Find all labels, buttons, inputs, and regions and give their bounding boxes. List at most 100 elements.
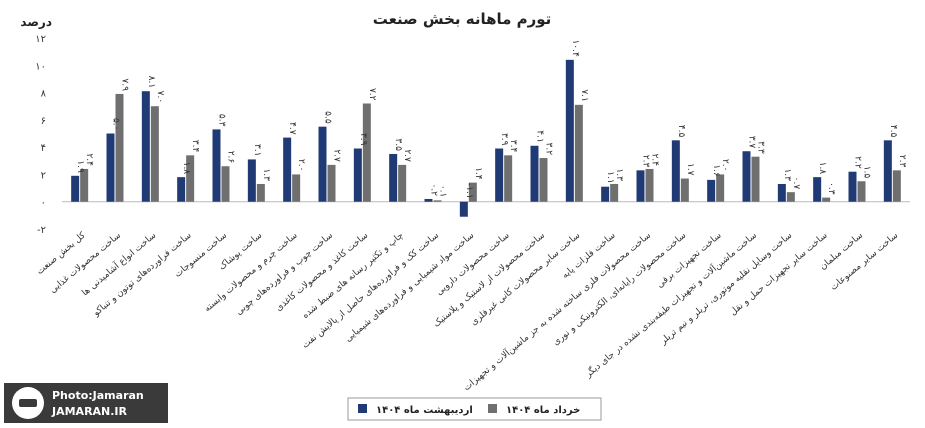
data-label: ۷.۹ bbox=[120, 78, 130, 91]
data-label: ۱.۳ bbox=[261, 168, 271, 181]
bar-khordad bbox=[80, 168, 89, 202]
bar-ordibehesht bbox=[353, 148, 362, 202]
y-axis-ticks: -۲ ۰ ۲ ۴ ۶ ۸ ۱۰ ۱۲ bbox=[35, 34, 46, 236]
data-label: ۵.۰ bbox=[111, 118, 121, 131]
data-label: ۷.۰ bbox=[155, 91, 165, 104]
bar-khordad bbox=[786, 192, 795, 202]
bar-khordad bbox=[539, 158, 548, 202]
data-label: ۱.۴ bbox=[473, 167, 483, 180]
bar-ordibehesht bbox=[565, 59, 574, 202]
data-label: ۳.۴ bbox=[190, 140, 200, 153]
y-tick-label: ۰ bbox=[41, 198, 46, 209]
data-label: ۳.۹ bbox=[358, 133, 368, 146]
data-label: ۱.۵ bbox=[862, 166, 872, 179]
data-label: ۷.۱ bbox=[579, 89, 589, 102]
y-tick-label: ۴ bbox=[41, 143, 46, 154]
y-tick-label: ۱۰ bbox=[35, 61, 46, 72]
bar-khordad bbox=[468, 182, 477, 202]
bar-ordibehesht bbox=[141, 91, 150, 202]
bar-khordad bbox=[610, 183, 619, 202]
watermark: Photo:Jamaran JAMARAN.IR bbox=[4, 383, 168, 423]
bar-ordibehesht bbox=[777, 183, 786, 202]
bar-ordibehesht bbox=[212, 129, 221, 202]
bar-ordibehesht bbox=[106, 133, 115, 202]
data-label: ۳.۵ bbox=[393, 138, 403, 151]
data-label: ۲.۲ bbox=[853, 156, 863, 169]
bar-ordibehesht bbox=[601, 186, 610, 202]
data-label: ۱۰.۴ bbox=[570, 39, 580, 57]
jamaran-logo-icon bbox=[12, 387, 44, 419]
bar-ordibehesht bbox=[530, 145, 539, 202]
bar-khordad bbox=[186, 155, 195, 202]
bar-khordad bbox=[716, 174, 725, 202]
data-label: ۱.۸ bbox=[817, 162, 827, 175]
y-tick-label: ۲ bbox=[41, 170, 46, 181]
bar-khordad bbox=[645, 168, 654, 202]
data-label: ۴.۷ bbox=[287, 122, 297, 135]
bar-khordad bbox=[574, 104, 583, 202]
bar-ordibehesht bbox=[71, 175, 80, 202]
bar-ordibehesht bbox=[671, 140, 680, 202]
y-tick-label: -۲ bbox=[37, 225, 46, 236]
data-label: -۱.۱ bbox=[464, 183, 474, 199]
y-tick-label: ۸ bbox=[41, 89, 47, 100]
data-label: ۳.۳ bbox=[756, 141, 766, 154]
data-label: ۴.۵ bbox=[888, 125, 898, 138]
data-label: ۵.۳ bbox=[217, 114, 227, 127]
legend-box bbox=[347, 397, 602, 421]
bar-khordad bbox=[680, 178, 689, 202]
data-label: ۲.۰ bbox=[720, 159, 730, 172]
data-label: ۳.۷ bbox=[747, 136, 757, 149]
legend: اردیبهشت ماه ۱۴۰۴ خرداد ماه ۱۴۰۴ bbox=[347, 397, 602, 421]
data-label: ۲.۰ bbox=[296, 159, 306, 172]
bar-ordibehesht bbox=[707, 179, 716, 202]
data-labels: ۱.۹۲.۴۵.۰۷.۹ ۸.۱۷.۰۱.۸۳.۴۵.۳۲.۶۳.۱۱.۳۴.۷۲… bbox=[75, 39, 907, 198]
data-label: ۴.۵ bbox=[676, 125, 686, 138]
data-label: ۱.۸ bbox=[181, 162, 191, 175]
legend-label: خرداد ماه ۱۴۰۴ bbox=[506, 405, 580, 416]
data-label: ۱.۳ bbox=[782, 168, 792, 181]
bar-khordad bbox=[857, 181, 866, 202]
bar-khordad bbox=[150, 106, 159, 202]
data-label: ۳.۴ bbox=[508, 140, 518, 153]
data-label: ۲.۷ bbox=[332, 149, 342, 162]
data-label: ۰.۱ bbox=[438, 185, 448, 198]
bar-ordibehesht bbox=[247, 159, 256, 202]
data-label: ۳.۱ bbox=[252, 144, 262, 157]
bar-ordibehesht bbox=[495, 148, 504, 202]
bar-khordad bbox=[221, 166, 230, 202]
bar-khordad bbox=[362, 103, 371, 202]
bar-khordad bbox=[398, 164, 407, 202]
bar-khordad bbox=[504, 155, 513, 202]
bar-khordad bbox=[327, 164, 336, 202]
bar-khordad bbox=[822, 197, 831, 202]
category-label: ساخت مواد شیمیایی و فراورده‌های شیمیایی bbox=[344, 231, 477, 345]
data-label: ۰.۷ bbox=[791, 177, 801, 190]
data-label: ۱.۳ bbox=[614, 168, 624, 181]
data-label: ۰.۲ bbox=[429, 183, 439, 196]
bar-ordibehesht bbox=[283, 137, 292, 202]
category-label: ساخت وسایل نقلیه موتوری، تریلر و نیم تری… bbox=[658, 231, 794, 348]
legend-label: اردیبهشت ماه ۱۴۰۴ bbox=[376, 405, 473, 416]
data-label: ۳.۲ bbox=[544, 143, 554, 156]
bar-khordad bbox=[256, 183, 265, 202]
bar-ordibehesht bbox=[389, 153, 398, 202]
data-label: ۷.۲ bbox=[367, 88, 377, 101]
data-label: ۲.۳ bbox=[641, 155, 651, 168]
data-label: ۲.۴ bbox=[650, 153, 660, 166]
bar-ordibehesht bbox=[636, 170, 645, 202]
bar-ordibehesht bbox=[813, 177, 822, 202]
bar-ordibehesht bbox=[742, 151, 751, 202]
data-label: ۱.۱ bbox=[605, 171, 615, 184]
bar-khordad bbox=[115, 93, 124, 202]
bar-ordibehesht bbox=[318, 126, 327, 202]
bar-ordibehesht bbox=[177, 177, 186, 202]
data-label: ۳.۹ bbox=[499, 133, 509, 146]
watermark-line-2: JAMARAN.IR bbox=[52, 405, 127, 418]
data-label: ۲.۳ bbox=[897, 155, 907, 168]
y-tick-label: ۱۲ bbox=[35, 34, 46, 45]
data-label: ۲.۶ bbox=[226, 151, 236, 164]
bar-ordibehesht bbox=[424, 198, 433, 202]
